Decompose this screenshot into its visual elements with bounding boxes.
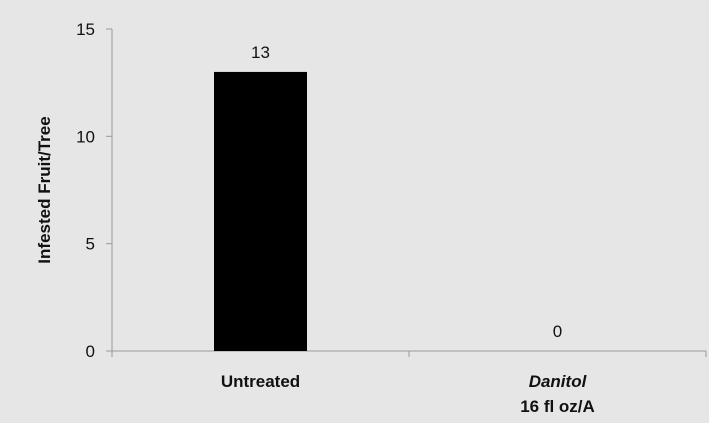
data-label: 13 [251,43,270,62]
data-label: 0 [553,322,562,341]
bars [214,71,307,351]
y-tick-label: 10 [76,127,95,146]
y-tick-label: 15 [76,20,95,39]
x-tick-label: Danitol [529,372,588,391]
y-tick-label: 0 [86,342,95,361]
y-tick-label: 5 [86,235,95,254]
bar [214,71,307,351]
axes [106,28,707,357]
labels: 0 5 10 15 13 Untreated 0 Danitol 16 fl oz/A [76,20,595,416]
x-tick-label: Untreated [221,372,300,391]
x-tick-label-line2: 16 fl oz/A [520,397,595,416]
y-axis-label: Infested Fruit/Tree [35,116,54,263]
